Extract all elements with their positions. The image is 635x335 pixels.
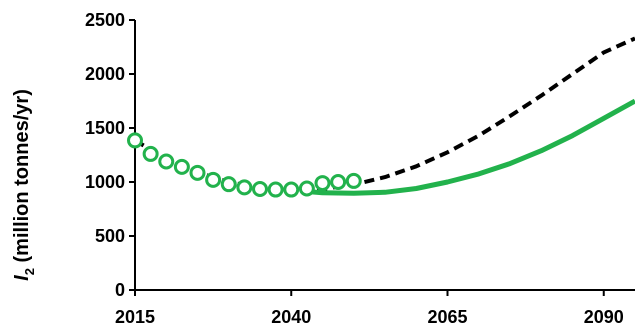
y-tick-label: 1000 — [85, 172, 125, 192]
y-axis-label-symbol: I — [11, 275, 33, 281]
data-point-marker — [205, 171, 222, 188]
data-point-marker — [314, 175, 331, 192]
y-tick-label: 2500 — [85, 10, 125, 30]
x-tick-label: 2090 — [584, 307, 624, 327]
y-axis-label-unit: (million tonnes/yr) — [11, 89, 33, 268]
x-tick-label: 2040 — [271, 307, 311, 327]
data-point-marker — [127, 132, 143, 149]
data-point-marker — [142, 145, 159, 162]
x-tick-label: 2065 — [427, 307, 467, 327]
axes — [134, 20, 635, 291]
data-point-marker — [283, 181, 300, 198]
ticks-layer: 0 500 1000 1500 2000 2500 2015 2040 2065 2090 — [85, 10, 624, 327]
y-tick-label: 500 — [95, 226, 125, 246]
data-point-marker — [330, 174, 347, 190]
y-axis-label-subscript: 2 — [22, 268, 37, 275]
y-tick-label: 0 — [115, 280, 125, 300]
data-point-marker — [298, 180, 315, 197]
y-tick-label: 2000 — [85, 64, 125, 84]
series-layer — [127, 36, 635, 198]
dashed-projection-line — [133, 36, 635, 193]
solid-projection-line — [309, 98, 635, 196]
data-point-marker — [267, 181, 284, 198]
data-point-marker — [189, 164, 206, 181]
data-point-marker — [173, 158, 190, 175]
data-point-marker — [220, 176, 237, 193]
data-point-marker — [345, 172, 362, 189]
x-tick-label: 2015 — [115, 307, 155, 327]
y-axis-label: I2 (million tonnes/yr) — [11, 89, 37, 281]
data-point-marker — [158, 153, 175, 170]
data-point-marker — [252, 181, 268, 198]
y-tick-label: 1500 — [85, 118, 125, 138]
data-point-marker — [236, 179, 253, 196]
